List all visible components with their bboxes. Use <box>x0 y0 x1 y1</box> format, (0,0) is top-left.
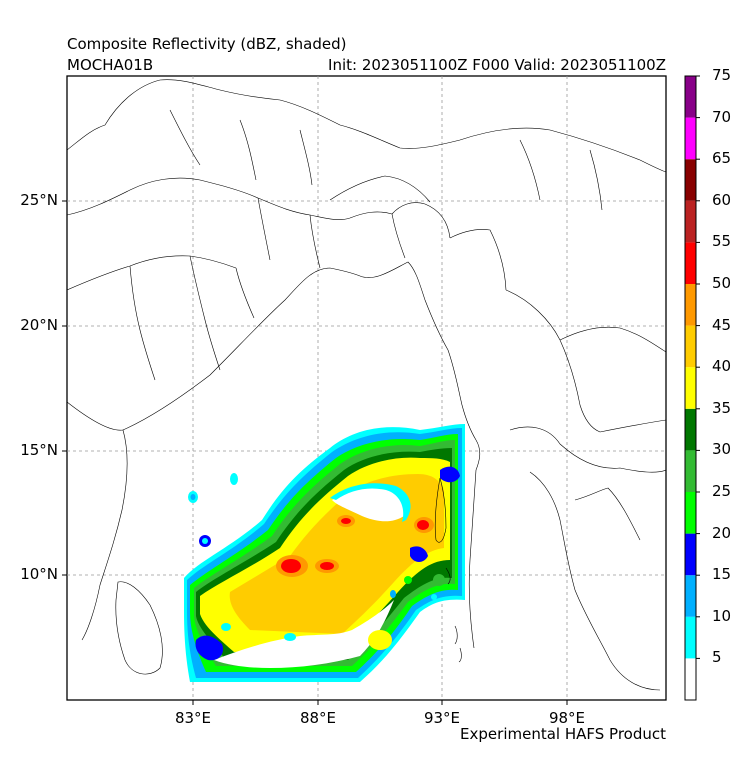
colorbar-segment <box>685 200 696 243</box>
lat-label-10n: 10°N <box>20 565 58 583</box>
colorbar-tick-label: 30 <box>712 440 732 459</box>
colorbar-segment <box>685 76 696 118</box>
colorbar-segment <box>685 658 696 700</box>
colorbar <box>684 75 700 701</box>
axis-ticks <box>62 200 568 705</box>
colorbar-tick-label: 25 <box>712 482 732 500</box>
storm-id: MOCHA01B <box>67 56 154 74</box>
colorbar-tick-label: 50 <box>712 274 732 292</box>
colorbar-tick-label: 35 <box>712 398 732 417</box>
lon-label-93e: 93°E <box>423 709 461 727</box>
colorbar-tick-label: 45 <box>712 315 732 334</box>
colorbar-tick-label: 75 <box>712 66 732 84</box>
lon-label-98e: 98°E <box>548 709 586 727</box>
chart-title: Composite Reflectivity (dBZ, shaded) <box>67 35 347 53</box>
colorbar-tick-label: 5 <box>712 648 722 667</box>
colorbar-tick-label: 15 <box>712 565 732 584</box>
colorbar-segment <box>685 616 696 659</box>
colorbar-tick-label: 60 <box>712 190 732 209</box>
colorbar-segment <box>685 117 696 160</box>
lat-label-15n: 15°N <box>20 441 58 459</box>
colorbar-segment <box>685 408 696 451</box>
colorbar-frame <box>684 75 697 701</box>
colorbar-tick-label: 55 <box>712 232 732 251</box>
colorbar-segment <box>685 492 696 534</box>
colorbar-segment <box>685 159 696 201</box>
lat-label-25n: 25°N <box>20 191 58 209</box>
colorbar-tick-label: 65 <box>712 149 732 168</box>
colorbar-segment <box>685 242 696 284</box>
colorbar-segment <box>685 533 696 576</box>
colorbar-segment <box>685 325 696 368</box>
coastlines-borders <box>67 79 666 691</box>
lon-label-88e: 88°E <box>299 709 337 727</box>
lat-label-20n: 20°N <box>20 316 58 334</box>
reflectivity-field <box>184 424 465 682</box>
colorbar-segment <box>685 450 696 492</box>
colorbar-segment <box>685 575 696 617</box>
colorbar-tick-label: 40 <box>712 357 732 376</box>
product-footer: Experimental HAFS Product <box>460 725 666 743</box>
colorbar-tick-label: 20 <box>712 523 732 542</box>
colorbar-segment <box>685 367 696 409</box>
lon-label-83e: 83°E <box>174 709 212 727</box>
colorbar-tick-label: 70 <box>712 107 732 126</box>
colorbar-tick-label: 10 <box>712 606 732 625</box>
init-valid-time: Init: 2023051100Z F000 Valid: 2023051100… <box>328 56 666 74</box>
colorbar-segment <box>685 284 696 326</box>
